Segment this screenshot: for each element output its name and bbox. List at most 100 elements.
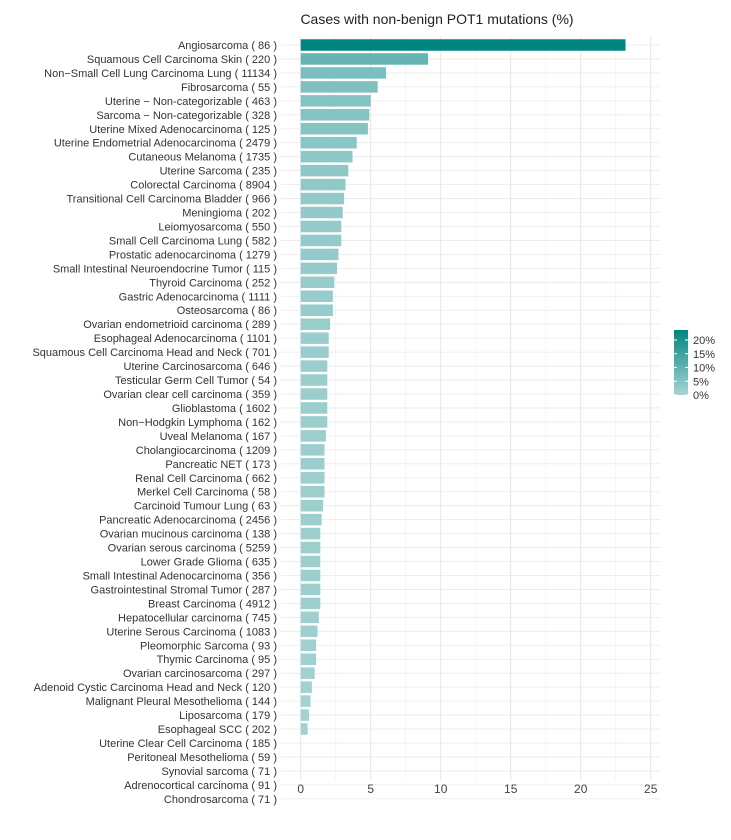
bar <box>300 123 368 135</box>
bar <box>300 527 321 540</box>
bar <box>300 681 312 693</box>
category-label: Leiomyosarcoma ( 550 ) <box>158 221 277 233</box>
bar <box>300 332 329 344</box>
category-label: Ovarian clear cell carcinoma ( 359 ) <box>103 389 277 401</box>
grid-lines <box>281 36 660 800</box>
category-labels: Angiosarcoma ( 86 ) Squamous Cell Carcino… <box>32 40 277 806</box>
bar <box>300 709 310 721</box>
bar <box>300 81 378 93</box>
category-label: Adenoid Cystic Carcinoma Head and Neck (… <box>34 682 277 694</box>
bar <box>300 444 325 456</box>
category-label: Gastric Adenocarcinoma ( 1111 ) <box>119 291 277 303</box>
bar <box>300 304 333 316</box>
bar <box>300 639 317 652</box>
legend-label: 5% <box>693 376 709 388</box>
category-label: Hepatocellular carcinoma ( 745 ) <box>118 612 277 624</box>
category-label: Carcinoid Tumour Lung ( 63 ) <box>134 501 277 513</box>
bar <box>300 485 325 498</box>
bar <box>300 276 335 289</box>
bar <box>300 583 321 596</box>
x-tick-label: 25 <box>644 782 658 796</box>
bars <box>300 39 626 735</box>
category-label: Uterine Endometrial Adenocarcinoma ( 247… <box>54 138 277 150</box>
x-tick-label: 5 <box>367 782 374 796</box>
bar <box>300 402 328 414</box>
bar <box>300 597 321 610</box>
category-label: Prostatic adenocarcinoma ( 1279 ) <box>109 249 277 261</box>
category-label: Ovarian endometrioid carcinoma ( 289 ) <box>83 319 277 331</box>
category-label: Uveal Melanoma ( 167 ) <box>160 431 277 443</box>
bar <box>300 430 326 442</box>
category-label: Peritoneal Mesothelioma ( 59 ) <box>127 752 277 764</box>
category-label: Pleomorphic Sarcoma ( 93 ) <box>140 640 277 652</box>
category-label: Osteosarcoma ( 86 ) <box>177 305 277 317</box>
category-label: Ovarian serous carcinoma ( 5259 ) <box>108 543 277 555</box>
category-label: Testicular Germ Cell Tumor ( 54 ) <box>115 375 277 387</box>
bar <box>300 109 370 121</box>
bar <box>300 53 429 65</box>
bar <box>300 248 339 261</box>
bar <box>300 178 346 191</box>
category-label: Synovial sarcoma ( 71 ) <box>161 766 277 778</box>
category-label: Colorectal Carcinoma ( 8904 ) <box>130 180 277 192</box>
category-label: Pancreatic NET ( 173 ) <box>165 459 277 471</box>
x-tick-labels: 0 5 10 15 20 25 <box>297 782 657 796</box>
bar <box>300 206 343 219</box>
category-label: Thyroid Carcinoma ( 252 ) <box>149 277 277 289</box>
category-label: Esophageal SCC ( 202 ) <box>158 724 277 736</box>
bar <box>300 192 345 205</box>
category-label: Merkel Cell Carcinoma ( 58 ) <box>137 487 277 499</box>
category-label: Non−Hodgkin Lymphoma ( 162 ) <box>118 417 277 429</box>
category-label: Ovarian carcinosarcoma ( 297 ) <box>123 668 277 680</box>
x-tick-label: 0 <box>297 782 304 796</box>
bar <box>300 234 342 247</box>
category-label: Cholangiocarcinoma ( 1209 ) <box>136 445 277 457</box>
category-label: Small Intestinal Neuroendocrine Tumor ( … <box>53 263 277 275</box>
bar <box>300 220 342 233</box>
bar <box>300 513 322 526</box>
bar <box>300 164 349 177</box>
category-label: Renal Cell Carcinoma ( 662 ) <box>135 473 277 485</box>
category-label: Esophageal Adenocarcinoma ( 1101 ) <box>94 333 277 345</box>
x-tick-label: 10 <box>434 782 448 796</box>
category-label: Breast Carcinoma ( 4912 ) <box>148 598 277 610</box>
chart-title: Cases with non-benign POT1 mutations (%) <box>300 11 573 27</box>
bar <box>300 136 357 149</box>
bar <box>300 39 626 51</box>
bar <box>300 653 317 665</box>
category-label: Squamous Cell Carcinoma Skin ( 220 ) <box>87 54 277 66</box>
legend-label: 10% <box>693 363 715 375</box>
bar <box>300 346 329 358</box>
bar <box>300 374 328 386</box>
category-label: Small Intestinal Adenocarcinoma ( 356 ) <box>83 570 277 582</box>
bar <box>300 472 325 484</box>
bar <box>300 555 321 568</box>
category-label: Fibrosarcoma ( 55 ) <box>181 82 277 94</box>
bar <box>300 290 333 303</box>
bar <box>300 723 308 735</box>
category-label: Uterine Sarcoma ( 235 ) <box>160 166 277 178</box>
bar <box>300 611 319 624</box>
legend-label: 0% <box>693 390 709 402</box>
category-label: Glioblastoma ( 1602 ) <box>172 403 277 415</box>
category-label: Pancreatic Adenocarcinoma ( 2456 ) <box>99 515 277 527</box>
category-label: Uterine Mixed Adenocarcinoma ( 125 ) <box>89 124 277 136</box>
bar <box>300 458 325 470</box>
category-label: Sarcoma − Non-categorizable ( 328 ) <box>96 110 277 122</box>
legend-label: 20% <box>693 335 715 347</box>
bar <box>300 625 318 638</box>
category-label: Gastrointestinal Stromal Tumor ( 287 ) <box>91 584 277 596</box>
bar <box>300 67 387 79</box>
category-label: Uterine Serous Carcinoma ( 1083 ) <box>106 626 277 638</box>
x-tick-label: 20 <box>574 782 588 796</box>
bar <box>300 695 311 707</box>
color-legend: 20% 15% 10%5% 0% <box>674 330 715 402</box>
category-label: Lower Grade Glioma ( 635 ) <box>141 557 277 569</box>
bar <box>300 150 353 163</box>
category-label: Small Cell Carcinoma Lung ( 582 ) <box>109 235 277 247</box>
category-label: Uterine Carcinosarcoma ( 646 ) <box>124 361 277 373</box>
bar <box>300 499 324 512</box>
bar <box>300 388 328 400</box>
